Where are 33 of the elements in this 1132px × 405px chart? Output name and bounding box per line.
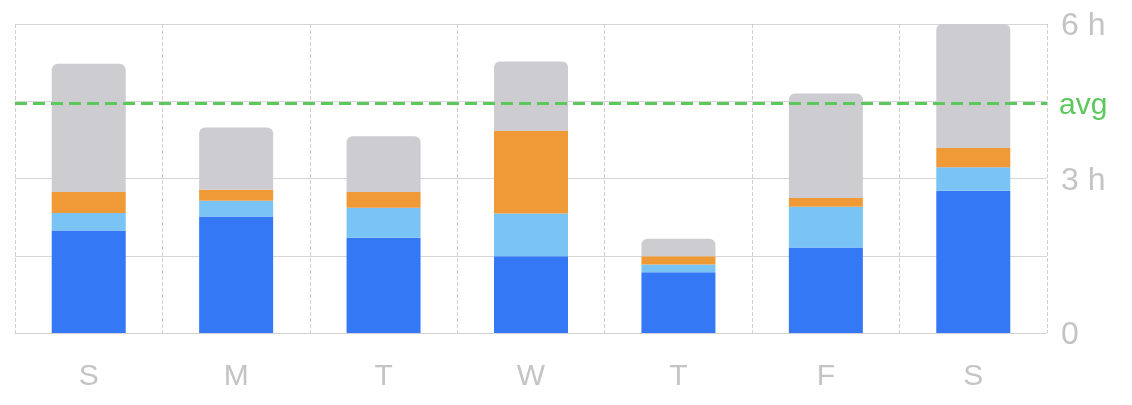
x-tick-label: W: [516, 357, 546, 391]
y-tick-label: 0: [1061, 315, 1079, 351]
bar: [494, 256, 568, 333]
x-tick-label: S: [963, 357, 984, 391]
bar: [199, 216, 274, 333]
y-tick-label: 3 h: [1061, 160, 1106, 197]
bar: [788, 247, 863, 333]
bar: [936, 167, 1011, 191]
x-tick-label: M: [223, 357, 249, 391]
bar: [788, 206, 863, 248]
y-tick-label: 6 h: [1061, 6, 1106, 42]
bar: [494, 131, 568, 214]
ref-line-label: avg: [1059, 86, 1108, 120]
bar: [346, 191, 421, 208]
bar: [788, 198, 863, 207]
bar: [346, 237, 421, 333]
bar: [641, 264, 716, 273]
bar: [199, 200, 274, 217]
bar: [51, 213, 126, 231]
bar: [494, 213, 568, 257]
bar: [641, 272, 716, 333]
bar: [641, 238, 716, 257]
bar: [51, 191, 126, 214]
x-tick-label: T: [374, 357, 393, 391]
bar: [346, 207, 421, 238]
bar: [936, 190, 1011, 333]
x-tick-label: F: [816, 357, 836, 391]
bar: [51, 230, 126, 333]
bar: [936, 148, 1011, 168]
bar: [641, 256, 716, 265]
x-tick-label: T: [669, 357, 688, 391]
bar: [199, 189, 274, 201]
x-tick-label: S: [78, 357, 99, 391]
